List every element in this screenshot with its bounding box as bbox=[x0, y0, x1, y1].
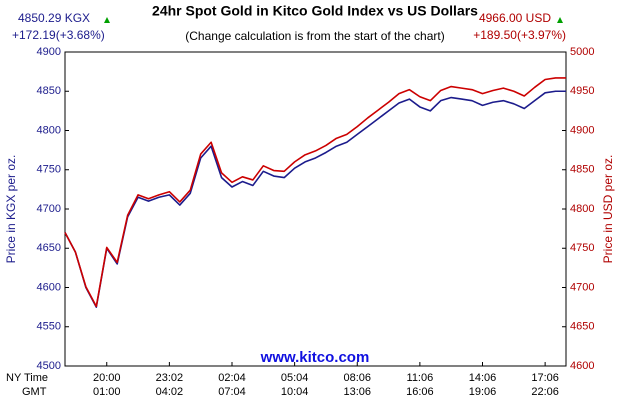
y-tick-label: 4500 bbox=[37, 360, 61, 372]
y-tick-label: 4800 bbox=[37, 124, 61, 136]
x-row-label: GMT bbox=[22, 386, 47, 398]
y-tick-label: 4600 bbox=[37, 281, 61, 293]
watermark: www.kitco.com bbox=[260, 349, 370, 366]
x-tick-label: 08:06 bbox=[343, 372, 371, 384]
x-tick-label-gmt: 22:06 bbox=[531, 386, 559, 398]
up-arrow bbox=[557, 17, 563, 23]
x-tick-label: 23:02 bbox=[156, 372, 184, 384]
x-tick-label: 02:04 bbox=[218, 372, 246, 384]
right-change: +189.50(+3.97%) bbox=[473, 28, 566, 42]
left-change: +172.19(+3.68%) bbox=[12, 28, 105, 42]
x-row-label: NY Time bbox=[6, 372, 48, 384]
y2-tick-label: 4750 bbox=[570, 242, 594, 254]
y2-tick-label: 4700 bbox=[570, 281, 594, 293]
y-tick-label: 4550 bbox=[37, 321, 61, 333]
x-tick-label-gmt: 04:02 bbox=[156, 386, 184, 398]
x-tick-label: 14:06 bbox=[469, 372, 497, 384]
right-price: 4966.00 USD bbox=[479, 11, 551, 25]
y2-tick-label: 4600 bbox=[570, 360, 594, 372]
y2-tick-label: 4950 bbox=[570, 85, 594, 97]
series-line bbox=[64, 77, 566, 308]
y2-tick-label: 4650 bbox=[570, 321, 594, 333]
x-tick-label: 17:06 bbox=[531, 372, 559, 384]
y-tick-label: 4750 bbox=[37, 164, 61, 176]
y-tick-label: 4900 bbox=[37, 46, 61, 58]
y2-tick-label: 4800 bbox=[570, 203, 594, 215]
up-arrow bbox=[104, 17, 110, 23]
x-tick-label-gmt: 07:04 bbox=[218, 386, 246, 398]
y-axis-label: Price in KGX per oz. bbox=[4, 155, 18, 264]
x-tick-label-gmt: 10:04 bbox=[281, 386, 309, 398]
x-tick-label: 20:00 bbox=[93, 372, 121, 384]
chart-subtitle: (Change calculation is from the start of… bbox=[185, 29, 444, 43]
y-tick-label: 4850 bbox=[37, 85, 61, 97]
left-price: 4850.29 KGX bbox=[18, 11, 90, 25]
y2-tick-label: 4900 bbox=[570, 124, 594, 136]
y-tick-label: 4700 bbox=[37, 203, 61, 215]
x-tick-label-gmt: 19:06 bbox=[469, 386, 497, 398]
x-tick-label-gmt: 16:06 bbox=[406, 386, 434, 398]
x-tick-label-gmt: 01:00 bbox=[93, 386, 121, 398]
series-line bbox=[64, 90, 566, 308]
x-tick-label: 11:06 bbox=[407, 372, 434, 384]
y2-tick-label: 5000 bbox=[570, 46, 594, 58]
x-tick-label-gmt: 13:06 bbox=[343, 386, 371, 398]
y2-axis-label: Price in USD per oz. bbox=[601, 155, 615, 264]
y2-tick-label: 4850 bbox=[570, 164, 594, 176]
x-tick-label: 05:04 bbox=[281, 372, 309, 384]
y-tick-label: 4650 bbox=[37, 242, 61, 254]
chart-title: 24hr Spot Gold in Kitco Gold Index vs US… bbox=[152, 3, 478, 19]
